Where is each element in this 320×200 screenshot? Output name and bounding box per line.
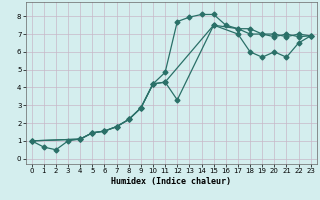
X-axis label: Humidex (Indice chaleur): Humidex (Indice chaleur) [111, 177, 231, 186]
